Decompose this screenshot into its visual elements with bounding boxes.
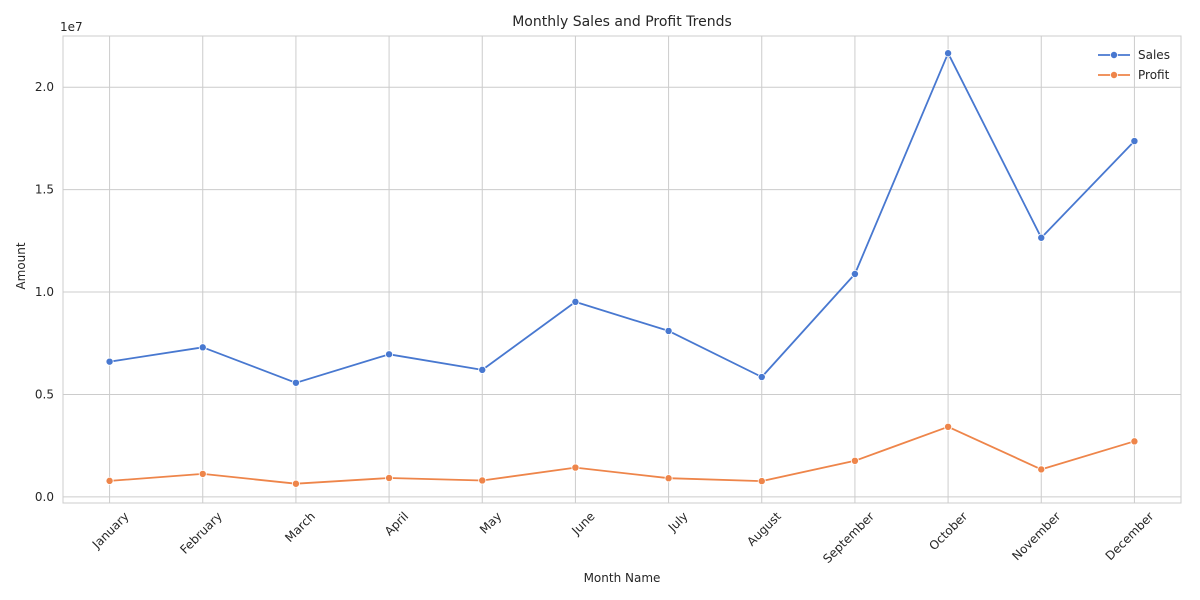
sales-point	[385, 350, 394, 359]
sales-point	[944, 49, 953, 58]
profit-point	[944, 422, 953, 431]
y-tick-label: 0.5	[35, 387, 54, 401]
sales-point	[1130, 137, 1139, 146]
x-tick-label: June	[568, 509, 597, 538]
sales-point	[291, 378, 300, 387]
y-tick-label: 1.0	[35, 285, 54, 299]
x-tick-label: July	[665, 509, 691, 535]
x-tick-label: October	[926, 509, 970, 553]
sales-point	[664, 326, 673, 335]
series-layer	[105, 49, 1139, 488]
x-axis-label: Month Name	[584, 571, 661, 585]
sales-point	[105, 357, 114, 366]
legend-profit-marker	[1110, 71, 1119, 80]
chart-title: Monthly Sales and Profit Trends	[512, 14, 732, 30]
profit-point	[850, 456, 859, 465]
y-axis-ticks: 0.0 0.5 1.0 1.5 2.0	[35, 80, 54, 504]
profit-point	[1037, 465, 1046, 474]
profit-point	[664, 474, 673, 483]
profit-point	[291, 479, 300, 488]
profit-point	[571, 463, 580, 472]
legend-sales-label: Sales	[1138, 48, 1170, 62]
sales-point	[478, 365, 487, 374]
sales-point	[850, 270, 859, 279]
x-tick-label: March	[282, 509, 318, 545]
x-axis-ticks: January February March April May June July Augu…	[89, 509, 1157, 566]
profit-point	[385, 474, 394, 483]
profit-line	[109, 425, 1135, 485]
profit-point	[105, 476, 114, 485]
x-tick-label: December	[1103, 509, 1157, 563]
x-tick-label: May	[477, 509, 504, 536]
series-profit	[105, 422, 1139, 488]
x-tick-label: January	[89, 509, 132, 552]
profit-point	[1130, 437, 1139, 446]
x-tick-label: February	[177, 509, 225, 557]
y-tick-label: 1.5	[35, 183, 54, 197]
legend-profit-label: Profit	[1138, 68, 1170, 82]
series-sales	[105, 49, 1139, 387]
legend-sales-marker	[1110, 51, 1119, 60]
x-tick-label: August	[744, 509, 784, 549]
y-axis-label: Amount	[14, 242, 28, 289]
sales-point	[198, 343, 207, 352]
sales-point	[571, 297, 580, 306]
sales-point	[757, 373, 766, 382]
x-tick-label: November	[1009, 509, 1063, 563]
profit-point	[198, 469, 207, 478]
profit-point	[478, 476, 487, 485]
y-tick-label: 2.0	[35, 80, 54, 94]
y-tick-label: 0.0	[35, 490, 54, 504]
plot-frame	[62, 35, 1182, 504]
profit-point	[757, 477, 766, 486]
sales-line	[109, 52, 1136, 384]
x-tick-label: April	[382, 509, 411, 538]
grid	[62, 35, 1182, 504]
x-tick-label: September	[820, 509, 877, 566]
legend: Sales Profit	[1098, 48, 1170, 82]
y-axis-offset-text: 1e7	[60, 20, 83, 34]
sales-point	[1037, 233, 1046, 242]
